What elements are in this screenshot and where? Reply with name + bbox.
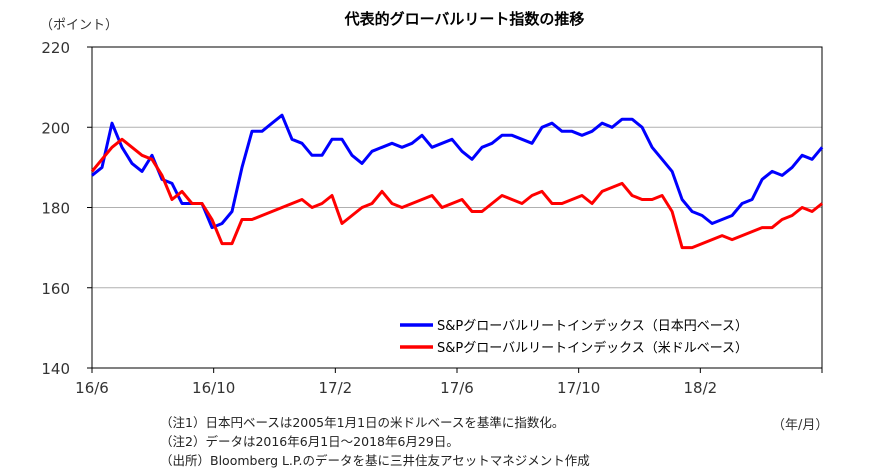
x-axis-unit-label: （年/月） [772,418,829,433]
legend-label: S&Pグローバルリートインデックス（日本円ベース） [437,318,748,334]
x-tick-label: 16/10 [192,379,235,397]
y-tick-label: 160 [41,280,70,298]
series-line-jpy [91,113,824,230]
y-tick-label: 200 [41,119,70,137]
note-source: （出所）Bloomberg L.P.のデータを基に三井住友アセットマネジメント作… [160,453,590,468]
x-tick-label: 18/2 [683,379,717,397]
legend-label: S&Pグローバルリートインデックス（米ドルベース） [437,340,748,356]
y-tick-label: 180 [41,200,70,218]
x-tick-label: 16/6 [75,379,109,397]
x-tick-label: 17/10 [557,379,600,397]
series-line-usd [90,137,824,250]
chart-title: 代表的グローバルリート指数の推移 [344,10,585,28]
note-1: （注1）日本円ベースは2005年1月1日の米ドルベースを基準に指数化。 [160,415,565,430]
x-tick-label: 17/2 [318,379,352,397]
line-chart: 140 160 180 200 220 16/6 16/10 17/2 17/6 17/10 18/… [41,39,824,397]
x-tick-label: 17/6 [440,379,474,397]
y-tick-label: 220 [41,39,70,57]
y-axis-unit-label: （ポイント） [40,18,119,33]
y-tick-label: 140 [41,360,70,378]
note-2: （注2）データは2016年6月1日～2018年6月29日。 [160,434,459,449]
